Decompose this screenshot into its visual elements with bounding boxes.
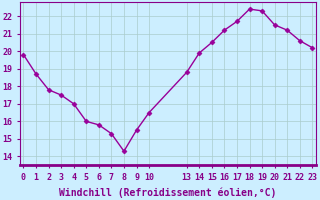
X-axis label: Windchill (Refroidissement éolien,°C): Windchill (Refroidissement éolien,°C) [59,187,276,198]
